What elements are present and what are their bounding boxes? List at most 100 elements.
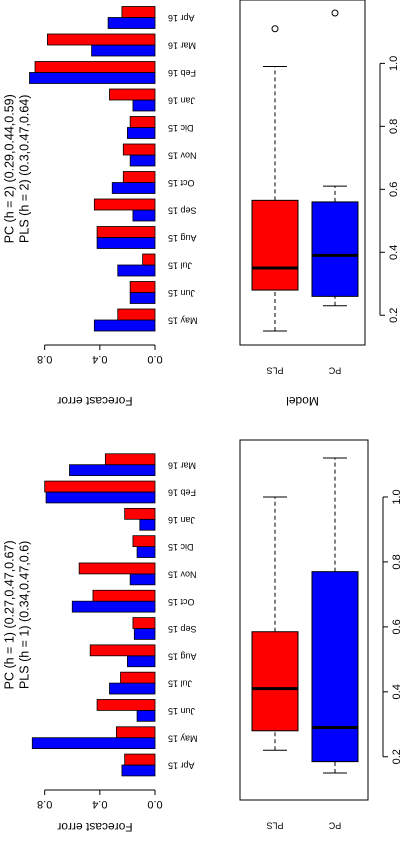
x-tick-label: Aug 15 xyxy=(168,233,197,243)
bar xyxy=(45,491,156,504)
bar xyxy=(69,464,156,477)
bar xyxy=(139,518,156,531)
y-axis-label: Model xyxy=(288,849,321,851)
y-axis-label: Forecast error xyxy=(57,394,132,408)
y-tick-label: PC xyxy=(328,366,341,376)
bar xyxy=(142,253,156,266)
bar xyxy=(93,198,156,211)
bar xyxy=(31,737,156,750)
x-tick-label: Oct 15 xyxy=(168,597,195,607)
bar xyxy=(124,753,156,766)
x-tick-label: Oct 15 xyxy=(168,178,195,188)
bar xyxy=(132,535,156,548)
bar xyxy=(132,617,156,629)
outlier xyxy=(331,9,339,17)
x-tick-label: 0.2 xyxy=(391,749,403,764)
bar xyxy=(132,99,156,112)
chart-title: PC (h = 1) (0.27,0.47,0.67) xyxy=(2,540,16,689)
bar xyxy=(121,764,156,777)
bar xyxy=(71,600,156,613)
bar xyxy=(127,127,156,139)
x-tick-label: 0.4 xyxy=(388,245,400,260)
bar xyxy=(136,546,156,558)
bar xyxy=(104,453,156,466)
bar xyxy=(115,726,156,739)
panel: 0.2 0.4 0.6 0.8 1.0 Model PLS PC xyxy=(239,0,400,408)
bar xyxy=(136,710,156,722)
bar xyxy=(117,264,156,277)
x-tick-label: Mar 16 xyxy=(168,460,196,470)
bar xyxy=(47,33,156,46)
y-tick-label: 0.4 xyxy=(92,353,107,365)
bar xyxy=(34,61,156,73)
outlier xyxy=(271,25,279,33)
bar xyxy=(109,682,156,695)
x-tick-label: Apr 16 xyxy=(168,13,195,23)
x-tick-label: 0.4 xyxy=(391,684,403,699)
x-tick-label: 1.0 xyxy=(388,56,400,71)
box xyxy=(251,199,299,291)
bar xyxy=(107,17,156,29)
bar xyxy=(129,292,156,304)
x-tick-label: Feb 16 xyxy=(168,488,196,498)
x-tick-label: Sep 15 xyxy=(168,624,197,634)
bar xyxy=(92,589,156,602)
bar xyxy=(96,226,156,238)
bar xyxy=(117,308,156,321)
x-tick-label: Dic 15 xyxy=(168,123,194,133)
y-axis-label: Model xyxy=(286,394,319,408)
x-tick-label: May 15 xyxy=(168,733,198,743)
x-tick-label: Jun 15 xyxy=(168,288,195,298)
y-tick-label: PC xyxy=(328,821,341,831)
y-tick-label: 0.8 xyxy=(37,798,52,810)
y-tick-label: 0.4 xyxy=(92,798,107,810)
bar xyxy=(29,72,156,84)
panel: 0.2 0.4 0.6 0.8 1.0 Model PLS PC xyxy=(239,439,403,851)
bar xyxy=(120,671,156,684)
box xyxy=(251,631,299,732)
y-tick-label: 0.8 xyxy=(37,353,52,365)
y-tick-label: PLS xyxy=(266,821,283,831)
bar xyxy=(78,562,156,575)
bar xyxy=(122,143,156,156)
x-tick-label: Mar 16 xyxy=(168,41,196,51)
x-tick-label: Jun 15 xyxy=(168,706,195,716)
x-tick-label: Sep 15 xyxy=(168,206,197,216)
bar xyxy=(132,209,156,222)
x-tick-label: 0.2 xyxy=(388,308,400,323)
x-tick-label: Nov 15 xyxy=(168,570,197,580)
bar xyxy=(96,699,156,711)
bar xyxy=(133,628,156,640)
y-axis-label: Forecast error xyxy=(57,820,132,834)
bar xyxy=(121,6,156,18)
chart-subtitle: PLS (h = 2) (0.3,0.47,0.64) xyxy=(17,95,31,243)
panel: PC (h = 2) (0.29,0.44,0.59) PLS (h = 2) (… xyxy=(2,6,198,408)
x-tick-label: Apr 15 xyxy=(168,761,195,771)
bar xyxy=(109,88,156,101)
bar xyxy=(89,644,156,657)
bar xyxy=(122,171,156,183)
x-tick-label: May 15 xyxy=(168,316,198,326)
x-tick-label: 0.8 xyxy=(388,119,400,134)
x-tick-label: 0.6 xyxy=(388,182,400,197)
box xyxy=(311,571,359,763)
x-tick-label: Jan 16 xyxy=(168,96,195,106)
x-tick-label: Nov 15 xyxy=(168,151,197,161)
y-tick-label: 0.0 xyxy=(147,353,162,365)
bar xyxy=(129,573,156,586)
bar xyxy=(127,655,156,668)
x-tick-label: 1.0 xyxy=(391,489,403,504)
x-tick-label: 0.8 xyxy=(391,554,403,569)
bar xyxy=(124,507,156,520)
chart-title: PC (h = 2) (0.29,0.44,0.59) xyxy=(2,94,16,243)
bar xyxy=(129,154,156,167)
bar xyxy=(93,319,156,332)
bar xyxy=(96,237,156,249)
x-tick-label: Jan 16 xyxy=(168,515,195,525)
bar xyxy=(129,281,156,293)
y-tick-label: 0.0 xyxy=(147,798,162,810)
x-tick-label: Jul 15 xyxy=(168,679,192,689)
x-tick-label: Feb 16 xyxy=(168,68,196,78)
plot-frame xyxy=(239,439,369,801)
